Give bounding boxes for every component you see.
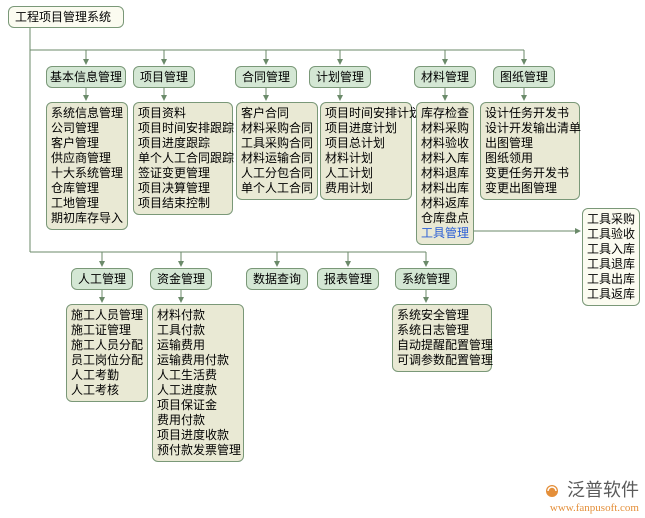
leaf-item: 人工计划: [325, 166, 407, 181]
watermark: 泛普软件 www.fanpusoft.com: [544, 476, 639, 514]
leaf-material: 库存检查材料采购材料验收材料入库材料退库材料出库材料返库仓库盘点工具管理: [416, 102, 474, 245]
category-system: 系统管理: [395, 268, 457, 290]
leaf-item: 施工人员分配: [71, 338, 143, 353]
leaf-item: 系统安全管理: [397, 308, 487, 323]
leaf-fund: 材料付款工具付款运输费用运输费用付款人工生活费人工进度款项目保证金费用付款项目进…: [152, 304, 244, 462]
leaf-item: 材料采购合同: [241, 121, 313, 136]
leaf-item: 仓库管理: [51, 181, 123, 196]
root-node: 工程项目管理系统: [8, 6, 124, 28]
leaf-item: 设计开发输出清单: [485, 121, 575, 136]
category-plan: 计划管理: [309, 66, 371, 88]
leaf-basic: 系统信息管理公司管理客户管理供应商管理十大系统管理仓库管理工地管理期初库存导入: [46, 102, 128, 230]
leaf-item: 施工证管理: [71, 323, 143, 338]
leaf-item: 设计任务开发书: [485, 106, 575, 121]
leaf-item: 材料返库: [421, 196, 469, 211]
category-report: 报表管理: [317, 268, 379, 290]
root-label: 工程项目管理系统: [15, 10, 111, 24]
leaf-item: 项目资料: [138, 106, 228, 121]
leaf-item: 材料付款: [157, 308, 239, 323]
leaf-item: 工具退库: [587, 257, 635, 272]
leaf-item: 项目进度收款: [157, 428, 239, 443]
watermark-url: www.fanpusoft.com: [544, 502, 639, 514]
leaf-item: 公司管理: [51, 121, 123, 136]
leaf-item: 工具采购: [587, 212, 635, 227]
leaf-item: 人工分包合同: [241, 166, 313, 181]
leaf-item: 人工生活费: [157, 368, 239, 383]
category-project: 项目管理: [133, 66, 195, 88]
leaf-item: 库存检查: [421, 106, 469, 121]
leaf-item: 系统信息管理: [51, 106, 123, 121]
leaf-item: 项目决算管理: [138, 181, 228, 196]
leaf-item: 材料采购: [421, 121, 469, 136]
leaf-system: 系统安全管理系统日志管理自动提醒配置管理可调参数配置管理: [392, 304, 492, 372]
leaf-item: 项目时间安排计划: [325, 106, 407, 121]
leaf-plan: 项目时间安排计划项目进度计划项目总计划材料计划人工计划费用计划: [320, 102, 412, 200]
leaf-item: 材料计划: [325, 151, 407, 166]
leaf-item: 可调参数配置管理: [397, 353, 487, 368]
leaf-item: 客户合同: [241, 106, 313, 121]
leaf-item: 项目进度计划: [325, 121, 407, 136]
leaf-item: 人工考核: [71, 383, 143, 398]
leaf-item: 自动提醒配置管理: [397, 338, 487, 353]
leaf-item: 人工进度款: [157, 383, 239, 398]
leaf-item: 项目保证金: [157, 398, 239, 413]
leaf-item: 材料退库: [421, 166, 469, 181]
leaf-item: 十大系统管理: [51, 166, 123, 181]
leaf-item: 项目时间安排跟踪: [138, 121, 228, 136]
leaf-item: 签证变更管理: [138, 166, 228, 181]
leaf-item: 单个人工合同跟踪: [138, 151, 228, 166]
leaf-item: 运输费用: [157, 338, 239, 353]
leaf-item: 出图管理: [485, 136, 575, 151]
leaf-item: 材料出库: [421, 181, 469, 196]
leaf-item: 项目进度跟踪: [138, 136, 228, 151]
leaf-item: 工具入库: [587, 242, 635, 257]
leaf-item: 材料入库: [421, 151, 469, 166]
leaf-item: 供应商管理: [51, 151, 123, 166]
leaf-item: 费用付款: [157, 413, 239, 428]
leaf-item: 项目结束控制: [138, 196, 228, 211]
leaf-item: 工地管理: [51, 196, 123, 211]
leaf-contract: 客户合同材料采购合同工具采购合同材料运输合同人工分包合同单个人工合同: [236, 102, 318, 200]
leaf-item: 期初库存导入: [51, 211, 123, 226]
leaf-item: 工具管理: [421, 226, 469, 241]
leaf-item: 人工考勤: [71, 368, 143, 383]
leaf-item: 仓库盘点: [421, 211, 469, 226]
leaf-item: 工具返库: [587, 287, 635, 302]
leaf-item: 项目总计划: [325, 136, 407, 151]
leaf-item: 系统日志管理: [397, 323, 487, 338]
leaf-item: 图纸领用: [485, 151, 575, 166]
category-contract: 合同管理: [235, 66, 297, 88]
watermark-text: 泛普软件: [567, 480, 639, 500]
leaf-item: 变更出图管理: [485, 181, 575, 196]
leaf-item: 施工人员管理: [71, 308, 143, 323]
leaf-item: 材料验收: [421, 136, 469, 151]
category-fund: 资金管理: [150, 268, 212, 290]
leaf-tool: 工具采购工具验收工具入库工具退库工具出库工具返库: [582, 208, 640, 306]
leaf-item: 员工岗位分配: [71, 353, 143, 368]
category-drawing: 图纸管理: [493, 66, 555, 88]
leaf-item: 工具采购合同: [241, 136, 313, 151]
leaf-item: 工具验收: [587, 227, 635, 242]
leaf-labor: 施工人员管理施工证管理施工人员分配员工岗位分配人工考勤人工考核: [66, 304, 148, 402]
leaf-item: 工具出库: [587, 272, 635, 287]
category-basic: 基本信息管理: [46, 66, 126, 88]
leaf-item: 客户管理: [51, 136, 123, 151]
leaf-drawing: 设计任务开发书设计开发输出清单出图管理图纸领用变更任务开发书变更出图管理: [480, 102, 580, 200]
leaf-item: 费用计划: [325, 181, 407, 196]
category-query: 数据查询: [246, 268, 308, 290]
leaf-item: 预付款发票管理: [157, 443, 239, 458]
leaf-item: 运输费用付款: [157, 353, 239, 368]
leaf-project: 项目资料项目时间安排跟踪项目进度跟踪单个人工合同跟踪签证变更管理项目决算管理项目…: [133, 102, 233, 215]
leaf-item: 工具付款: [157, 323, 239, 338]
logo-icon: [544, 483, 560, 499]
leaf-item: 材料运输合同: [241, 151, 313, 166]
category-material: 材料管理: [414, 66, 476, 88]
category-labor: 人工管理: [71, 268, 133, 290]
leaf-item: 变更任务开发书: [485, 166, 575, 181]
leaf-item: 单个人工合同: [241, 181, 313, 196]
